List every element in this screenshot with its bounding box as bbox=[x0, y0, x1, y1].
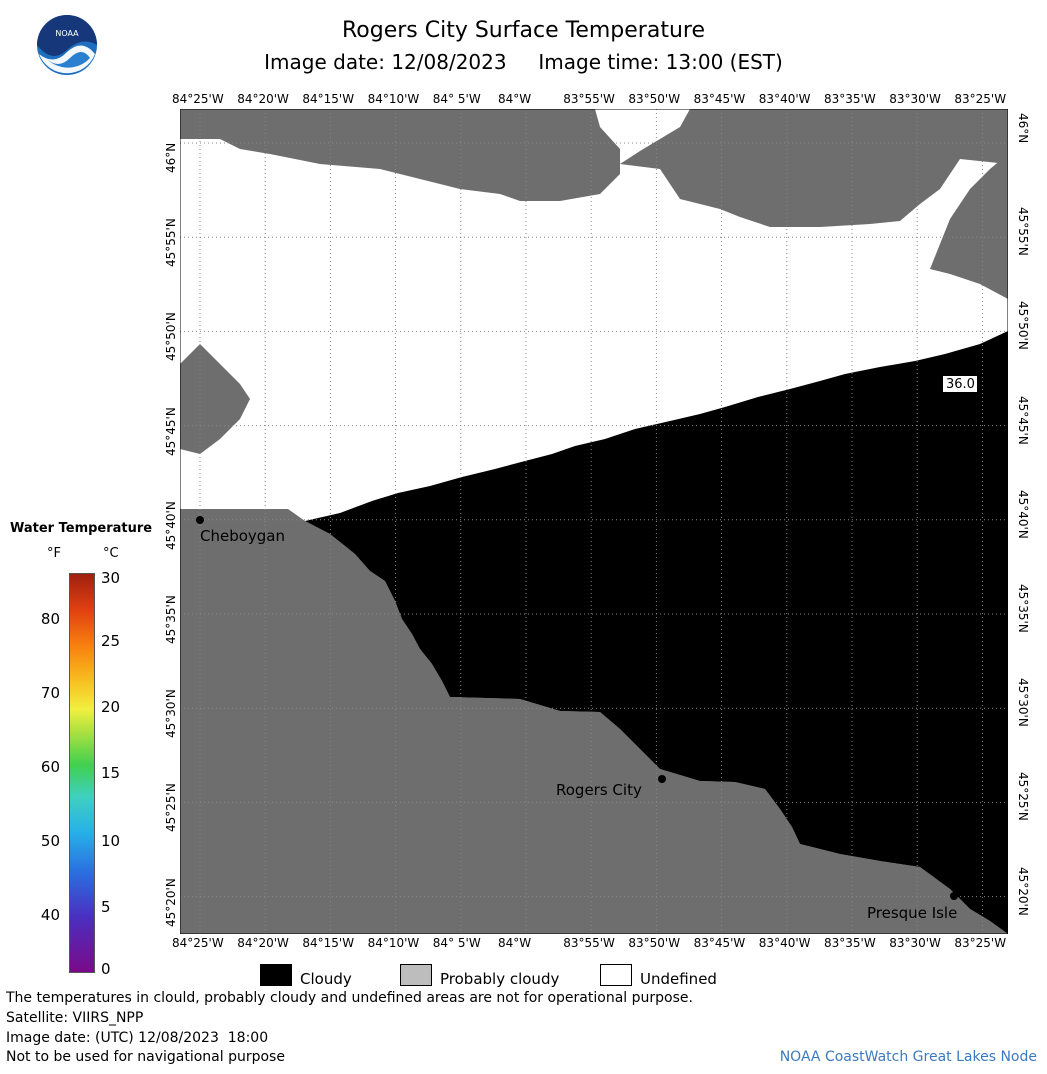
lat-tick-right-5: 45°35'N bbox=[1016, 584, 1030, 633]
probably-cloudy-north bbox=[180, 109, 620, 201]
lon-tick-bottom-12: 83°25'W bbox=[954, 936, 1007, 950]
lon-tick-top-3: 84°10'W bbox=[367, 92, 420, 106]
lon-tick-bottom-2: 84°15'W bbox=[302, 936, 355, 950]
image-time: Image time: 13:00 (EST) bbox=[538, 50, 783, 74]
footer-utc-date: Image date: (UTC) 12/08/2023 18:00 bbox=[6, 1030, 269, 1046]
legend-swatch-probably-cloudy bbox=[400, 964, 432, 986]
lat-tick-left-4: 45°40'N bbox=[164, 500, 178, 550]
city-dot-cheboygan bbox=[196, 516, 204, 524]
scale-c-label-0: 30 bbox=[101, 569, 121, 587]
map-panel bbox=[180, 109, 1008, 934]
scale-f-label-4: 40 bbox=[40, 906, 60, 924]
temperature-value: 36.0 bbox=[946, 377, 975, 392]
lon-tick-bottom-7: 83°50'W bbox=[628, 936, 681, 950]
scale-c-label-6: 0 bbox=[101, 960, 111, 978]
legend-label-probably-cloudy: Probably cloudy bbox=[440, 970, 560, 988]
scale-c-label-5: 5 bbox=[101, 898, 111, 916]
image-date: Image date: 12/08/2023 bbox=[264, 50, 507, 74]
lat-tick-left-6: 45°30'N bbox=[164, 689, 178, 739]
lon-tick-top-12: 83°25'W bbox=[954, 92, 1007, 106]
lon-tick-top-9: 83°40'W bbox=[758, 92, 811, 106]
footer-credit: NOAA CoastWatch Great Lakes Node bbox=[779, 1049, 1037, 1065]
lat-tick-right-4: 45°40'N bbox=[1016, 489, 1030, 539]
city-label-cheboygan: Cheboygan bbox=[200, 527, 286, 545]
lat-tick-right-8: 45°20'N bbox=[1016, 866, 1030, 916]
lon-tick-bottom-0: 84°25'W bbox=[172, 936, 224, 950]
scale-f-label-2: 60 bbox=[40, 758, 60, 776]
footer-navigation-warning: Not to be used for navigational purpose bbox=[6, 1049, 285, 1065]
lon-tick-top-8: 83°45'W bbox=[693, 92, 746, 106]
lat-tick-right-1: 45°55'N bbox=[1016, 207, 1030, 257]
noaa-logo: NOAA bbox=[37, 15, 97, 75]
scale-c-label-3: 15 bbox=[101, 764, 121, 782]
lat-tick-left-2: 45°50'N bbox=[164, 312, 178, 362]
city-label-rogers-city: Rogers City bbox=[556, 781, 642, 799]
lat-tick-left-3: 45°45'N bbox=[164, 406, 178, 456]
lat-tick-left-8: 45°20'N bbox=[164, 877, 178, 927]
lon-tick-bottom-5: 84°W bbox=[498, 936, 532, 950]
footer-satellite: Satellite: VIIRS_NPP bbox=[6, 1010, 144, 1026]
scale-f-label-3: 50 bbox=[40, 832, 60, 850]
scale-c-label-2: 20 bbox=[101, 698, 121, 716]
legend-label-undefined: Undefined bbox=[640, 970, 717, 988]
lon-tick-top-6: 83°55'W bbox=[563, 92, 615, 106]
lon-tick-top-10: 83°35'W bbox=[824, 92, 876, 106]
lon-tick-bottom-6: 83°55'W bbox=[563, 936, 615, 950]
lon-tick-top-0: 84°25'W bbox=[172, 92, 224, 106]
legend-swatch-undefined bbox=[600, 964, 632, 986]
lon-tick-bottom-11: 83°30'W bbox=[889, 936, 941, 950]
map-title: Rogers City Surface Temperature bbox=[341, 18, 706, 43]
lon-tick-bottom-8: 83°45'W bbox=[693, 936, 746, 950]
unit-celsius: °C bbox=[103, 546, 119, 561]
legend-swatch-cloudy bbox=[260, 964, 292, 986]
probably-cloudy-south bbox=[180, 509, 1008, 934]
scale-c-label-4: 10 bbox=[101, 832, 121, 850]
lon-tick-bottom-9: 83°40'W bbox=[758, 936, 811, 950]
footer-disclaimer: The temperatures in clould, probably clo… bbox=[6, 990, 693, 1006]
cloudy-region bbox=[305, 331, 1008, 934]
probably-cloudy-west bbox=[180, 344, 250, 454]
lon-tick-bottom-4: 84° 5'W bbox=[432, 936, 481, 950]
lat-tick-left-0: 46°N bbox=[164, 142, 178, 173]
probably-cloudy-ne bbox=[930, 154, 1008, 299]
legend-label-cloudy: Cloudy bbox=[300, 970, 352, 988]
map-subtitle: Image date: 12/08/2023 Image time: 13:00… bbox=[0, 50, 1047, 74]
lon-tick-top-4: 84° 5'W bbox=[432, 92, 481, 106]
scale-f-label-1: 70 bbox=[40, 684, 60, 702]
lat-tick-right-7: 45°25'N bbox=[1016, 772, 1030, 822]
city-label-presque-isle: Presque Isle bbox=[867, 904, 958, 922]
lon-tick-top-1: 84°20'W bbox=[237, 92, 289, 106]
color-scale-bar bbox=[69, 573, 95, 973]
lat-tick-right-2: 45°50'N bbox=[1016, 301, 1030, 351]
scale-c-label-1: 25 bbox=[101, 632, 121, 650]
lat-tick-right-6: 45°30'N bbox=[1016, 678, 1030, 728]
scale-title: Water Temperature bbox=[10, 521, 153, 536]
unit-fahrenheit: °F bbox=[47, 546, 61, 561]
city-dot-presque-isle bbox=[950, 892, 958, 900]
lat-tick-left-1: 45°55'N bbox=[164, 218, 178, 268]
scale-f-label-0: 80 bbox=[40, 610, 60, 628]
probably-cloudy-north-2 bbox=[620, 109, 1008, 227]
lon-tick-bottom-10: 83°35'W bbox=[824, 936, 876, 950]
lon-tick-top-5: 84°W bbox=[498, 92, 532, 106]
lat-tick-left-5: 45°35'N bbox=[164, 595, 178, 644]
lat-tick-left-7: 45°25'N bbox=[164, 783, 178, 833]
lon-tick-top-2: 84°15'W bbox=[302, 92, 355, 106]
lon-tick-top-7: 83°50'W bbox=[628, 92, 681, 106]
lon-tick-top-11: 83°30'W bbox=[889, 92, 941, 106]
city-dot-rogers-city bbox=[658, 775, 666, 783]
temp-label-bg bbox=[943, 376, 977, 392]
lat-tick-right-3: 45°45'N bbox=[1016, 395, 1030, 445]
svg-text:NOAA: NOAA bbox=[55, 29, 79, 38]
lat-tick-right-0: 46°N bbox=[1016, 113, 1030, 144]
lon-tick-bottom-1: 84°20'W bbox=[237, 936, 289, 950]
lon-tick-bottom-3: 84°10'W bbox=[367, 936, 420, 950]
